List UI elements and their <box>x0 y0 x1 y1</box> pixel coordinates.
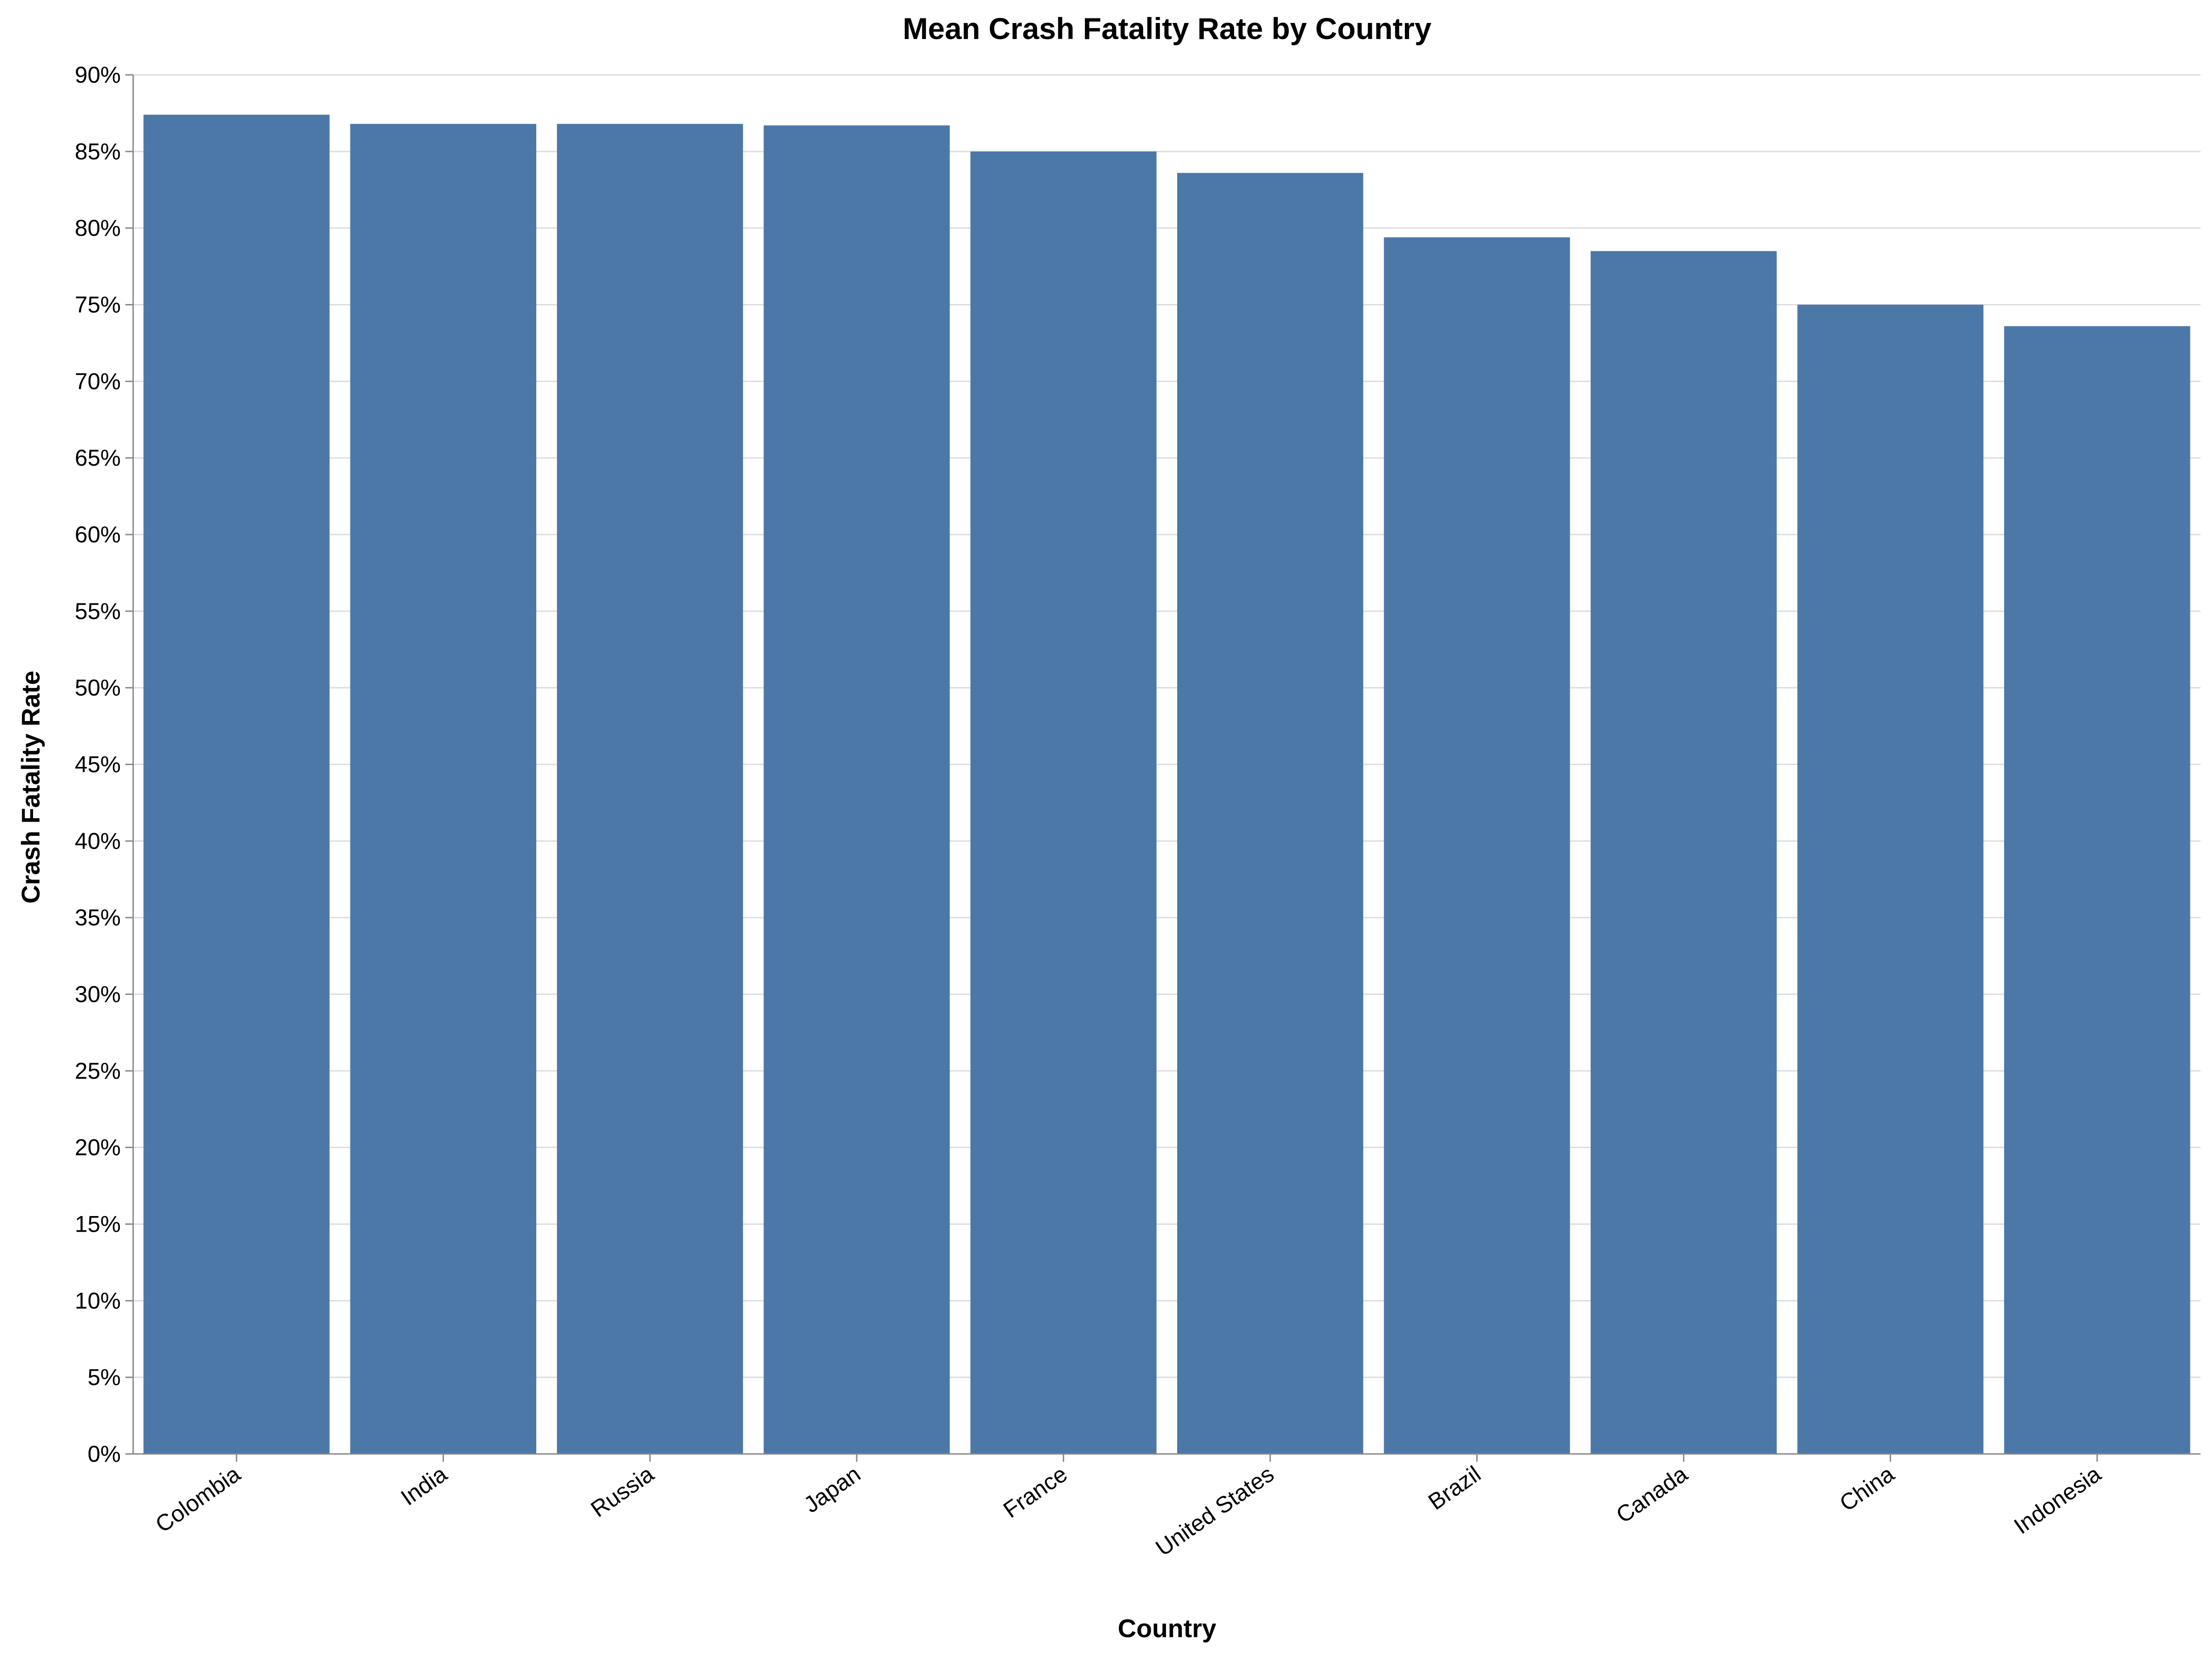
x-tick-label: Brazil <box>1424 1461 1486 1515</box>
x-tick-label: United States <box>1151 1461 1279 1561</box>
x-tick-label: India <box>396 1461 452 1510</box>
y-tick-label: 65% <box>75 445 121 471</box>
y-tick-label: 0% <box>88 1441 121 1467</box>
bar-russia <box>557 124 743 1454</box>
bar-colombia <box>143 114 330 1454</box>
y-tick-label: 70% <box>75 368 121 394</box>
bar-china <box>1797 304 1984 1454</box>
x-tick-label: Colombia <box>151 1461 245 1538</box>
y-tick-label: 60% <box>75 522 121 547</box>
x-tick-label: Russia <box>586 1461 658 1522</box>
chart-title: Mean Crash Fatality Rate by Country <box>903 11 1432 45</box>
x-axis-ticks: Colombia India Russia Japan France United Sta… <box>151 1454 2105 1561</box>
x-tick-label: China <box>1835 1461 1899 1516</box>
x-tick-label: France <box>999 1461 1072 1523</box>
y-tick-label: 55% <box>75 598 121 624</box>
x-tick-label: Indonesia <box>2009 1461 2105 1539</box>
y-tick-label: 90% <box>75 62 121 88</box>
y-tick-label: 30% <box>75 981 121 1007</box>
bar-japan <box>764 125 950 1454</box>
y-tick-label: 75% <box>75 292 121 318</box>
bar-france <box>970 151 1157 1454</box>
bar-brazil <box>1384 237 1570 1454</box>
y-axis-title: Crash Fatality Rate <box>16 670 45 903</box>
y-tick-label: 85% <box>75 139 121 164</box>
bar-indonesia <box>2004 326 2190 1454</box>
x-axis-title: Country <box>1118 1614 1217 1643</box>
y-tick-label: 20% <box>75 1135 121 1160</box>
y-tick-label: 40% <box>75 828 121 854</box>
bar-canada <box>1590 251 1777 1454</box>
y-tick-label: 10% <box>75 1288 121 1313</box>
y-tick-label: 25% <box>75 1058 121 1084</box>
x-tick-label: Japan <box>799 1461 865 1518</box>
y-tick-label: 80% <box>75 215 121 241</box>
bar-india <box>350 124 537 1454</box>
x-tick-label: Canada <box>1611 1461 1692 1528</box>
bars <box>143 114 2190 1454</box>
y-tick-label: 45% <box>75 752 121 777</box>
y-tick-label: 15% <box>75 1211 121 1237</box>
y-tick-label: 35% <box>75 905 121 930</box>
y-tick-label: 50% <box>75 675 121 701</box>
bar-united-states <box>1177 173 1364 1454</box>
y-axis-ticks: 0% 5% 10% 15% 20% 25% 30% 35% 40% 45% 50% 55% 60% 65%… <box>75 62 133 1467</box>
y-tick-label: 5% <box>88 1364 121 1390</box>
